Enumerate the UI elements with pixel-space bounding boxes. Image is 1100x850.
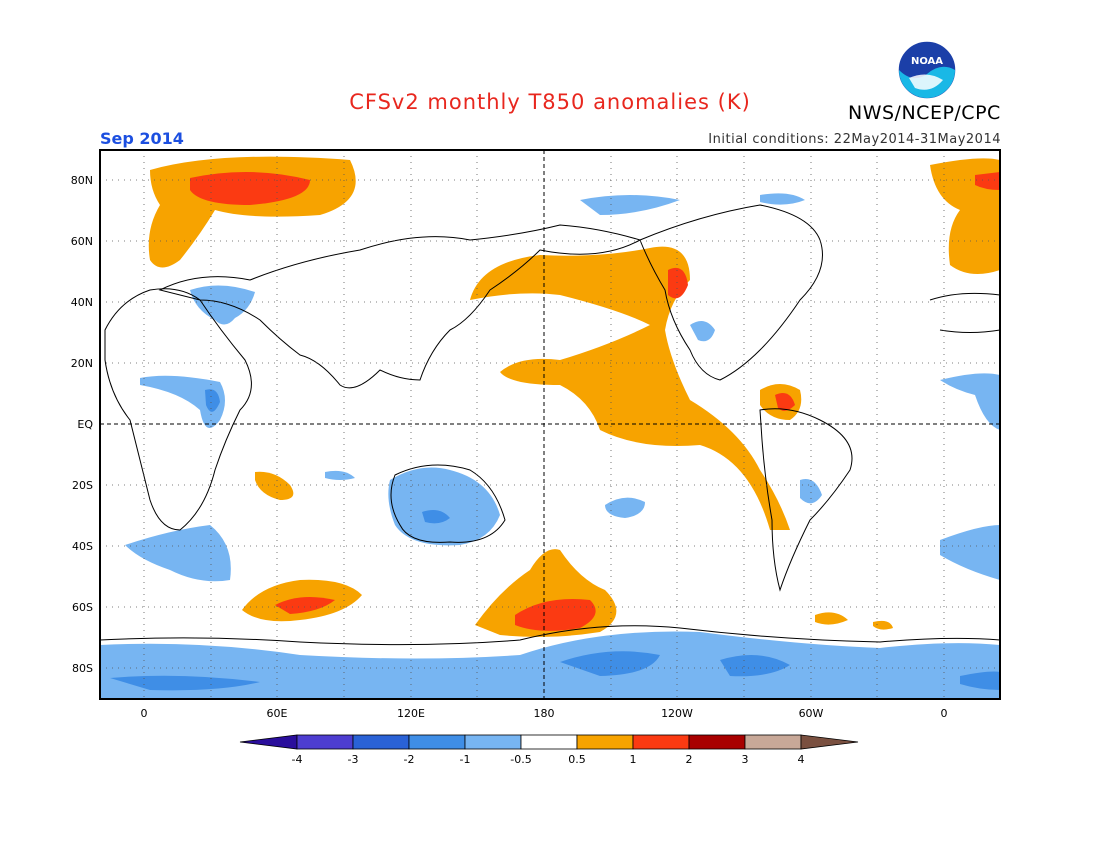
south-atlantic-cool-anomaly: [125, 525, 231, 582]
lat-label-60n: 60N: [71, 235, 93, 248]
agency-label: NWS/NCEP/CPC: [848, 102, 1001, 124]
legend-tick-2: 2: [686, 753, 693, 766]
initial-conditions-label: Initial conditions: 22May2014-31May2014: [708, 132, 1001, 147]
southwest-pacific-cool-anomaly: [325, 470, 355, 480]
south-atlantic-warm-patch: [815, 612, 893, 630]
pacific-cool-patch: [605, 497, 645, 518]
madagascar-warm-anomaly: [255, 471, 294, 500]
lon-label-120w: 120W: [661, 707, 693, 720]
arctic-strong-warm-wrap: [975, 172, 1000, 190]
legend-tick-m05: -0.5: [510, 753, 531, 766]
legend-swatch-m3-m2: [352, 734, 410, 750]
australia-cool-core: [422, 510, 450, 524]
legend-arrow-high: [800, 734, 859, 750]
legend-swatch-m1-m05: [464, 734, 522, 750]
legend-tick-4: 4: [798, 753, 805, 766]
east-africa-cool-core: [205, 389, 220, 412]
lon-label-0-west: 0: [141, 707, 148, 720]
legend-tick-m4: -4: [292, 753, 303, 766]
legend-tick-m3: -3: [348, 753, 359, 766]
legend-swatch-neutral: [520, 734, 578, 750]
reference-lines: [100, 150, 1000, 699]
lat-label-40s: 40S: [72, 540, 93, 553]
south-america-cool-anomaly: [800, 479, 1000, 580]
western-us-cool-anomaly: [690, 321, 715, 342]
lon-label-60w: 60W: [799, 707, 824, 720]
central-america-strong-warm: [775, 392, 795, 411]
arctic-cool-anomaly: [580, 193, 805, 215]
lon-label-180: 180: [534, 707, 555, 720]
lat-label-40n: 40N: [71, 296, 93, 309]
north-pacific-warm-anomaly: [470, 246, 790, 530]
east-africa-cool-anomaly: [140, 375, 225, 428]
noaa-logo: NOAA: [897, 40, 957, 100]
lon-label-120e: 120E: [397, 707, 425, 720]
lat-label-60s: 60S: [72, 601, 93, 614]
lon-label-60e: 60E: [267, 707, 288, 720]
australia-cool-anomaly: [388, 467, 500, 546]
lon-label-0-east: 0: [941, 707, 948, 720]
lat-label-20n: 20N: [71, 357, 93, 370]
coastlines: [100, 204, 1000, 646]
south-pacific-strong-warm: [515, 599, 596, 631]
legend-swatch-05-1: [576, 734, 634, 750]
map-frame: [99, 149, 1001, 700]
color-legend: [239, 734, 859, 750]
legend-swatch-m4-m3: [296, 734, 354, 750]
legend-swatch-1-2: [632, 734, 690, 750]
southern-ocean-cool-band: [100, 631, 1000, 699]
lat-label-eq: EQ: [77, 418, 93, 431]
lat-label-20s: 20S: [72, 479, 93, 492]
legend-swatch-2-3: [688, 734, 746, 750]
logo-text: NOAA: [911, 56, 943, 67]
north-atlantic-cool-anomaly: [940, 373, 1000, 430]
legend-tick-05: 0.5: [568, 753, 586, 766]
legend-arrow-low: [239, 734, 298, 750]
lat-label-80s: 80S: [72, 662, 93, 675]
map-grid: [100, 150, 1000, 699]
legend-tick-3: 3: [742, 753, 749, 766]
legend-swatch-m2-m1: [408, 734, 466, 750]
legend-swatch-3-4: [744, 734, 802, 750]
antarctic-cool-core: [110, 651, 1000, 691]
target-month-label: Sep 2014: [100, 129, 184, 148]
legend-tick-m2: -2: [404, 753, 415, 766]
south-indian-strong-warm: [275, 596, 335, 614]
legend-tick-m1: -1: [460, 753, 471, 766]
lat-label-80n: 80N: [71, 174, 93, 187]
california-strong-warm: [668, 267, 688, 299]
mediterranean-cool-anomaly: [190, 285, 255, 325]
map-title: CFSv2 monthly T850 anomalies (K): [349, 90, 751, 114]
legend-tick-1: 1: [630, 753, 637, 766]
